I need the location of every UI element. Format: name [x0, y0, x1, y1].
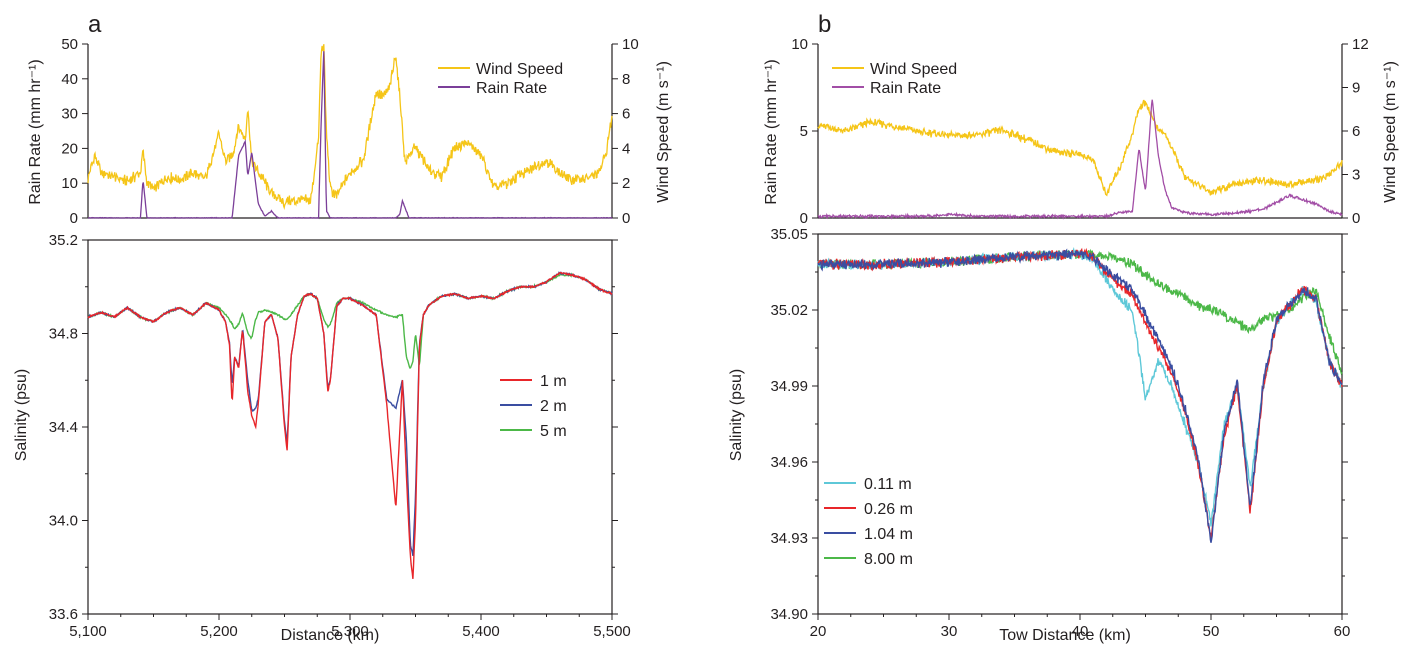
- a-top-left-tick-label: 30: [61, 106, 78, 123]
- b-top-right-tick-label: 6: [1352, 123, 1360, 140]
- b-x-tick-label: 20: [810, 623, 827, 640]
- b-x-tick-label: 60: [1334, 623, 1351, 640]
- a-top-right-tick-label: 8: [622, 71, 630, 88]
- b-bottom-y-axis-label: Salinity (psu): [728, 369, 745, 461]
- b-bottom-y-tick-label: 34.96: [770, 454, 808, 471]
- b-bottom-legend-label: 0.26 m: [864, 501, 913, 518]
- a-bottom-frame: [87, 239, 613, 615]
- a-x-axis-label: Distance (km): [281, 627, 380, 644]
- a-top-right-tick-label: 10: [622, 36, 639, 53]
- a-top-left-tick-label: 20: [61, 140, 78, 157]
- panel-letter-b: b: [818, 11, 831, 38]
- a-bottom-legend-label: 5 m: [540, 423, 567, 440]
- b-bottom-legend-label: 1.04 m: [864, 526, 913, 543]
- b-x-tick-label: 40: [1072, 623, 1089, 640]
- a-rain-rate-line: [88, 51, 613, 220]
- a-salinity-line-2-m: [87, 271, 613, 557]
- a-top-left-axis-label: Rain Rate (mm hr⁻¹): [27, 59, 44, 204]
- b-top-left-tick-label: 5: [800, 123, 808, 140]
- b-bottom-legend-label: 0.11 m: [864, 476, 912, 493]
- a-salinity-line-5-m: [87, 272, 613, 370]
- a-top-right-tick-label: 0: [622, 210, 630, 227]
- a-top-right-tick-label: 6: [622, 106, 630, 123]
- b-x-tick-label: 30: [941, 623, 958, 640]
- a-bottom-y-tick-label: 34.4: [49, 419, 78, 436]
- a-bottom-y-tick-label: 34.0: [49, 513, 78, 530]
- b-x-axis-label: Tow Distance (km): [999, 627, 1131, 644]
- b-salinity-line-8-00-m: [817, 248, 1343, 376]
- a-top-right-tick-label: 4: [622, 140, 630, 157]
- b-wind-speed-line: [817, 99, 1343, 197]
- a-top-legend-label: Rain Rate: [476, 80, 547, 97]
- a-x-tick-label: 5,100: [69, 623, 107, 640]
- a-wind-speed-line: [87, 44, 613, 210]
- a-top-left-tick-label: 40: [61, 71, 78, 88]
- panel-letter-a: a: [88, 11, 102, 38]
- b-top-legend-label: Rain Rate: [870, 80, 941, 97]
- b-top-left-axis-label: Rain Rate (mm hr⁻¹): [763, 59, 780, 204]
- a-x-tick-label: 5,200: [200, 623, 238, 640]
- a-x-tick-label: 5,400: [462, 623, 500, 640]
- b-salinity-line-1-04-m: [817, 248, 1343, 543]
- b-bottom-legend-label: 8.00 m: [864, 551, 913, 568]
- a-bottom-y-tick-label: 35.2: [49, 232, 78, 249]
- a-top-right-axis-label: Wind Speed (m s⁻¹): [655, 61, 672, 203]
- a-top-right-tick-label: 2: [622, 175, 630, 192]
- a-bottom-y-tick-label: 34.8: [49, 326, 78, 343]
- a-salinity-line-1-m: [87, 271, 613, 579]
- b-top-right-tick-label: 9: [1352, 80, 1360, 97]
- a-bottom-y-axis-label: Salinity (psu): [13, 369, 30, 461]
- a-bottom-y-tick-label: 33.6: [49, 606, 78, 623]
- b-bottom-y-tick-label: 35.05: [770, 226, 808, 243]
- b-bottom-y-tick-label: 34.93: [770, 530, 808, 547]
- b-x-tick-label: 50: [1203, 623, 1220, 640]
- b-top-right-tick-label: 12: [1352, 36, 1369, 53]
- a-bottom-legend-label: 2 m: [540, 398, 567, 415]
- b-top-right-tick-label: 3: [1352, 167, 1360, 184]
- b-top-left-tick-label: 10: [791, 36, 808, 53]
- b-bottom-y-tick-label: 34.99: [770, 378, 808, 395]
- a-bottom-legend-label: 1 m: [540, 373, 567, 390]
- b-top-left-tick-label: 0: [800, 210, 808, 227]
- a-top-left-tick-label: 0: [70, 210, 78, 227]
- b-rain-rate-line: [817, 99, 1343, 220]
- b-salinity-line-0-26-m: [817, 247, 1343, 539]
- a-top-left-tick-label: 50: [61, 36, 78, 53]
- a-x-tick-label: 5,300: [331, 623, 369, 640]
- b-top-right-axis-label: Wind Speed (m s⁻¹): [1382, 61, 1399, 203]
- b-bottom-y-tick-label: 34.90: [770, 606, 808, 623]
- a-top-left-tick-label: 10: [61, 175, 78, 192]
- a-x-tick-label: 5,500: [593, 623, 631, 640]
- b-top-right-tick-label: 0: [1352, 210, 1360, 227]
- b-bottom-y-tick-label: 35.02: [770, 302, 808, 319]
- a-top-legend-label: Wind Speed: [476, 61, 563, 78]
- b-top-legend-label: Wind Speed: [870, 61, 957, 78]
